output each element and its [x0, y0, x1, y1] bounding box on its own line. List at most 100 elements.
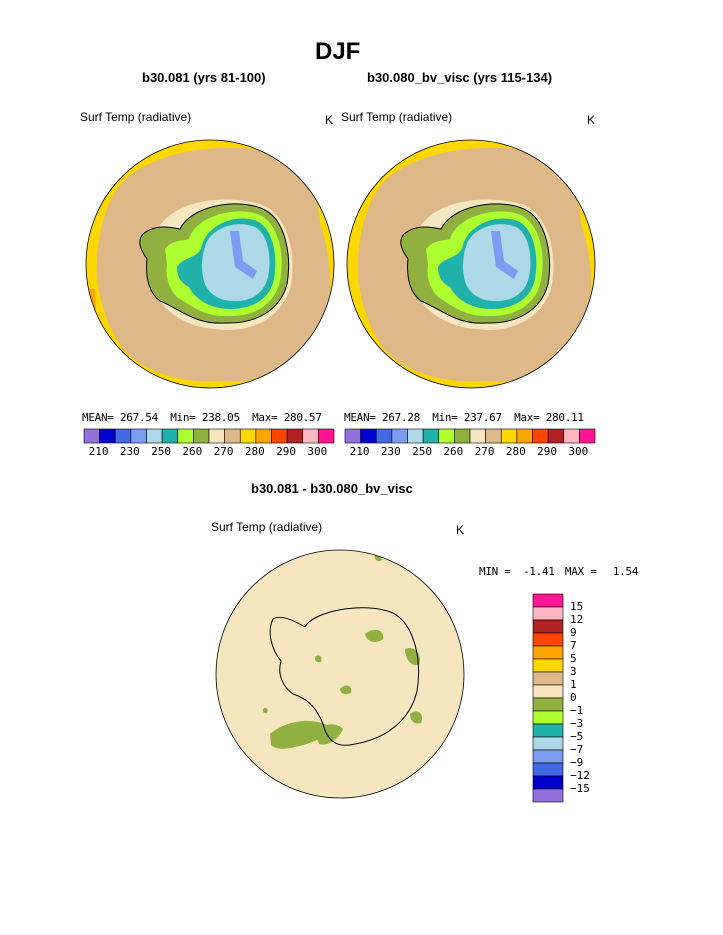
colorbar-swatch [532, 775, 564, 790]
colorbar-swatch [532, 788, 564, 803]
diff-negative-patch-northeast [365, 629, 384, 642]
panel-1-colorbar-labels: 210 230 250 260 270 280 290 300 [84, 445, 334, 459]
panel-1-title: b30.081 (yrs 81-100) [142, 70, 266, 85]
page-title: DJF [315, 38, 361, 65]
colorbar-tick-label: 15 [570, 600, 584, 613]
colorbar-tick-label: −5 [570, 730, 584, 743]
colorbar-swatch [286, 428, 304, 444]
panel-1-max-value: 280.57 [283, 411, 322, 424]
colorbar-swatch [485, 428, 502, 444]
colorbar-tick-label: −3 [570, 717, 584, 730]
colorbar-swatch [193, 428, 210, 444]
colorbar-swatch [344, 428, 361, 444]
colorbar-tick-label: 250 [412, 445, 432, 458]
colorbar-tick-label: 250 [151, 445, 171, 458]
colorbar-swatch [114, 428, 132, 444]
colorbar-swatch [99, 428, 116, 444]
colorbar-tick-label: 9 [570, 626, 577, 639]
colorbar-tick-label: 280 [244, 445, 265, 458]
colorbar-swatch [469, 428, 486, 444]
map-coastline [400, 203, 551, 324]
diff-panel-minmax: MIN = -1.41 MAX = 1.54 [479, 565, 638, 578]
colorbar-swatch [239, 428, 257, 444]
colorbar-swatch [532, 684, 564, 699]
colorbar-tick-label: 12 [570, 613, 584, 626]
diff-max-value: 1.54 [612, 565, 639, 578]
colorbar-swatch [532, 710, 564, 725]
colorbar-swatch [302, 428, 319, 444]
colorbar-swatch [532, 749, 564, 764]
colorbar-swatch [532, 697, 564, 712]
panel-2-colorbar-labels: 210 230 250 260 270 280 290 300 [345, 445, 595, 459]
panel-1-min-value: 238.05 [201, 411, 240, 424]
colorbar-tick-label: −15 [570, 782, 590, 795]
diff-colorbar [532, 593, 564, 803]
map-coastline [139, 203, 290, 324]
colorbar-tick-label: 270 [213, 445, 234, 458]
colorbar-swatch [532, 619, 564, 634]
panel-2-units-label: K [587, 113, 596, 127]
colorbar-swatch [146, 428, 163, 444]
panel-1-units-label: K [325, 113, 334, 127]
colorbar-swatch [177, 428, 194, 444]
map-background-zero [216, 550, 464, 798]
colorbar-tick-label: 1 [570, 678, 577, 691]
panel-2-colorbar [344, 428, 596, 444]
colorbar-tick-label: 0 [570, 691, 577, 704]
colorbar-swatch [532, 632, 564, 647]
colorbar-tick-label: −9 [570, 756, 584, 769]
panel-1-mean-value: 267.54 [119, 411, 158, 424]
colorbar-swatch [438, 428, 455, 444]
colorbar-swatch [532, 658, 564, 673]
colorbar-tick-label: 290 [276, 445, 296, 458]
colorbar-tick-label: −12 [570, 769, 590, 782]
colorbar-tick-label: 300 [307, 445, 328, 458]
panel-2-max-label: Max= [514, 411, 540, 424]
panel-2-variable-label: Surf Temp (radiative) [341, 110, 453, 124]
colorbar-swatch [516, 428, 533, 444]
colorbar-tick-label: 7 [570, 639, 577, 652]
panel-2-title: b30.080_bv_visc (yrs 115-134) [367, 70, 553, 85]
colorbar-swatch [83, 428, 100, 444]
panel-2-min-label: Min= [432, 411, 458, 424]
colorbar-tick-label: 300 [568, 445, 589, 458]
colorbar-tick-label: −7 [570, 743, 584, 756]
diff-colorbar-labels: 15 12 9 7 5 3 1 0 −1 −3 −5 −7 −9 −12 −15 [566, 594, 606, 802]
panel-1-max-label: Max= [252, 411, 278, 424]
panel-2-min-value: 237.67 [463, 411, 502, 424]
diff-negative-patch-large [270, 720, 329, 749]
diff-negative-patch-south [410, 711, 423, 724]
map-antarctic-plateau [230, 231, 257, 279]
colorbar-swatch [532, 593, 564, 608]
colorbar-swatch [500, 428, 518, 444]
colorbar-swatch [375, 428, 393, 444]
colorbar-swatch [224, 428, 241, 444]
map-boundary-circle [346, 139, 596, 389]
map-antarctic-plateau [491, 231, 518, 279]
map-boundary-circle [85, 139, 335, 389]
panel-2-mean-label: MEAN= [344, 411, 376, 424]
colorbar-swatch [208, 428, 225, 444]
diff-negative-patch-small-3 [314, 655, 322, 663]
colorbar-tick-label: 5 [570, 652, 577, 665]
colorbar-tick-label: 280 [505, 445, 526, 458]
colorbar-swatch [579, 428, 596, 444]
colorbar-tick-label: 260 [443, 445, 464, 458]
colorbar-swatch [130, 428, 147, 444]
panel-2-max-value: 280.11 [545, 411, 584, 424]
panel-1-polar-map [85, 139, 335, 389]
colorbar-swatch [563, 428, 580, 444]
panel-2-mean-value: 267.28 [381, 411, 420, 424]
colorbar-tick-label: 260 [182, 445, 203, 458]
map-coastline [269, 607, 420, 746]
colorbar-swatch [532, 645, 564, 660]
colorbar-swatch [407, 428, 424, 444]
colorbar-swatch [532, 428, 549, 444]
colorbar-swatch [532, 762, 564, 777]
diff-panel-units-label: K [456, 523, 465, 537]
panel-1-stats: MEAN= 267.54 Min= 238.05 Max= 280.57 [82, 411, 322, 424]
colorbar-tick-label: 230 [119, 445, 140, 458]
colorbar-tick-label: −1 [570, 704, 584, 717]
colorbar-tick-label: 3 [570, 665, 577, 678]
diff-max-label: MAX = [564, 565, 597, 578]
